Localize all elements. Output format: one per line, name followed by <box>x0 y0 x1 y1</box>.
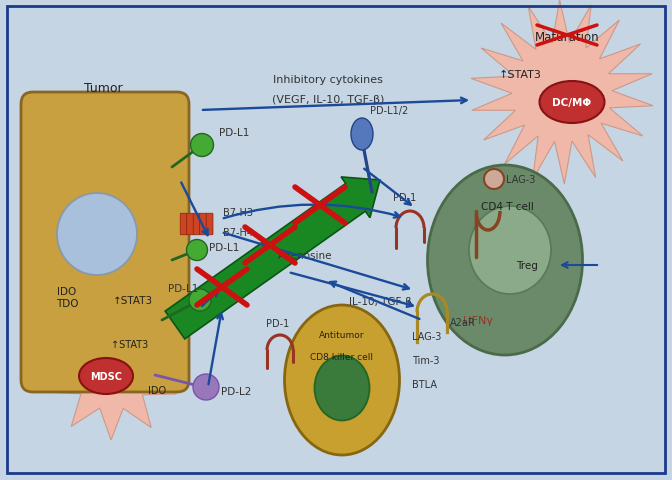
Circle shape <box>187 240 208 261</box>
Ellipse shape <box>314 356 370 420</box>
Text: LAG-3: LAG-3 <box>506 175 536 185</box>
Ellipse shape <box>540 82 605 124</box>
Text: Tim-3: Tim-3 <box>412 355 439 365</box>
Text: Treg: Treg <box>516 261 538 270</box>
Text: (VEGF, IL-10, TGF-β): (VEGF, IL-10, TGF-β) <box>271 95 384 105</box>
Text: DC/MΦ: DC/MΦ <box>552 98 591 108</box>
Text: B7-H4: B7-H4 <box>223 228 253 238</box>
Circle shape <box>190 134 214 157</box>
Ellipse shape <box>79 358 133 394</box>
Text: CD4 T cell: CD4 T cell <box>480 202 534 212</box>
Polygon shape <box>471 1 653 185</box>
Text: Inhibitory cytokines: Inhibitory cytokines <box>273 75 383 85</box>
Text: LAG-3: LAG-3 <box>412 331 442 341</box>
FancyBboxPatch shape <box>206 214 213 235</box>
Text: IDO
TDO: IDO TDO <box>56 286 78 309</box>
Text: PD-1: PD-1 <box>266 318 290 328</box>
Text: CD8 killer cell: CD8 killer cell <box>310 353 374 362</box>
Text: ↑STAT3: ↑STAT3 <box>499 70 542 80</box>
Text: ↓IFNγ: ↓IFNγ <box>460 315 494 325</box>
FancyBboxPatch shape <box>21 93 189 392</box>
FancyBboxPatch shape <box>200 214 206 235</box>
Text: ↑STAT3: ↑STAT3 <box>112 339 149 349</box>
FancyBboxPatch shape <box>194 214 200 235</box>
Ellipse shape <box>427 166 583 355</box>
Text: BTLA: BTLA <box>412 379 437 389</box>
Text: ↑STAT3: ↑STAT3 <box>113 295 153 305</box>
Ellipse shape <box>284 305 399 455</box>
Text: PD-L1: PD-L1 <box>209 242 239 252</box>
Ellipse shape <box>469 206 551 294</box>
Text: Antitumor: Antitumor <box>319 331 365 340</box>
Text: IDO: IDO <box>148 385 166 395</box>
FancyBboxPatch shape <box>180 214 187 235</box>
Text: IL-10, TGF-β: IL-10, TGF-β <box>349 296 411 306</box>
FancyArrow shape <box>165 178 380 339</box>
Ellipse shape <box>351 119 373 151</box>
Text: PD-L1: PD-L1 <box>219 128 249 138</box>
Text: A2aR: A2aR <box>450 317 476 327</box>
Text: PD-1: PD-1 <box>393 192 417 203</box>
Text: MDSC: MDSC <box>90 371 122 381</box>
Circle shape <box>484 169 504 190</box>
Text: Tumor: Tumor <box>84 83 122 96</box>
Ellipse shape <box>57 193 137 276</box>
Circle shape <box>193 374 219 400</box>
Circle shape <box>189 289 211 312</box>
Text: PD-L1/2: PD-L1/2 <box>370 106 409 116</box>
Polygon shape <box>47 304 177 440</box>
Text: Adenosine: Adenosine <box>278 251 332 261</box>
Text: B7-H3: B7-H3 <box>223 207 253 217</box>
Text: PD-L2: PD-L2 <box>221 386 251 396</box>
Text: PD-L1: PD-L1 <box>168 283 198 293</box>
Text: Maturation: Maturation <box>535 31 599 45</box>
FancyBboxPatch shape <box>187 214 194 235</box>
